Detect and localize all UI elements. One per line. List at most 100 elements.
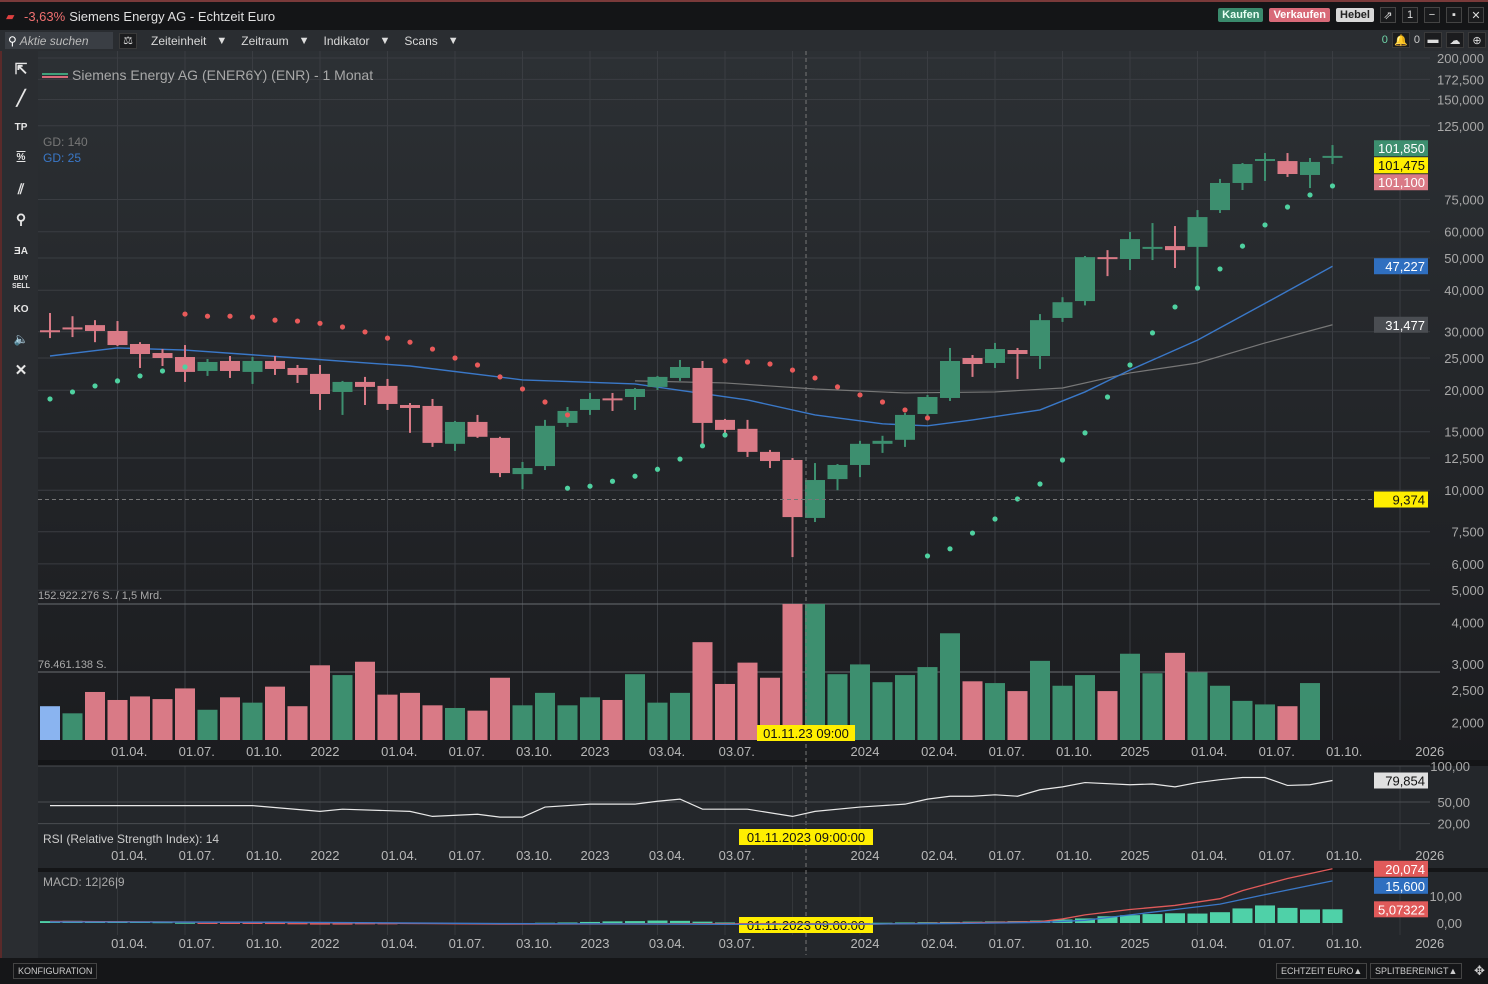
text-tool[interactable]: ƎA — [14, 246, 28, 257]
app-logo-icon: ▰ — [6, 11, 15, 23]
sar-dot — [407, 339, 413, 345]
macd-histogram-bar — [1322, 909, 1343, 923]
scans-dropdown[interactable]: Scans ▼ — [404, 34, 458, 48]
candle-body — [220, 360, 240, 371]
buy-button[interactable]: Kaufen — [1218, 8, 1264, 22]
sar-dot — [114, 378, 121, 384]
window-count[interactable]: 1 — [1402, 7, 1418, 23]
x-tick: 01.07. — [1259, 936, 1295, 951]
volume-bar — [1187, 672, 1208, 740]
x-tick: 03.10. — [516, 744, 552, 759]
volume-bar — [310, 665, 330, 740]
close-icon[interactable]: ✕ — [1468, 7, 1484, 23]
minimize-icon[interactable]: − — [1424, 7, 1440, 23]
maximize-icon[interactable]: ▪ — [1446, 7, 1462, 23]
sar-dot — [902, 407, 908, 413]
zoom-icon[interactable]: ⚲ — [15, 211, 27, 227]
candle-body — [715, 419, 735, 430]
price-badge — [1374, 140, 1428, 157]
volume-bar — [1165, 652, 1185, 740]
price-tick: 2,000 — [1451, 715, 1484, 730]
volume-bar — [782, 603, 803, 740]
split-adjusted-button[interactable]: SPLITBEREINIGT▲ — [1370, 963, 1463, 979]
volume-bar — [512, 705, 533, 740]
price-panel-bg — [38, 51, 1488, 760]
sar-dot — [609, 478, 616, 484]
rsi-line — [50, 776, 1333, 818]
tp-tool[interactable]: TP — [14, 122, 28, 133]
volume-bar — [107, 699, 128, 740]
x-tick: 03.04. — [649, 848, 685, 863]
macd-histogram-bar — [287, 923, 308, 925]
price-tick: 125,000 — [1437, 119, 1484, 134]
volume-bar — [670, 692, 690, 740]
period-dropdown[interactable]: Zeitraum ▼ — [241, 34, 309, 48]
sar-dot — [362, 329, 368, 335]
x-tick: 01.10. — [1326, 936, 1362, 951]
candle-body — [535, 425, 555, 467]
sell-button[interactable]: Verkaufen — [1269, 8, 1331, 22]
sar-dot — [519, 386, 526, 392]
price-tick: 30,000 — [1444, 325, 1484, 340]
crosshair-select-icon[interactable]: ⇱ — [14, 61, 28, 78]
volume-bar — [197, 709, 218, 740]
delete-icon[interactable]: ✕ — [14, 362, 28, 379]
speaker-icon[interactable]: 🔈 — [13, 332, 29, 346]
x-tick: 03.10. — [516, 848, 552, 863]
sar-dot — [857, 392, 863, 398]
scans-label: Scans — [404, 33, 438, 48]
ko-tool[interactable]: KO — [13, 304, 29, 315]
realtime-euro-button[interactable]: ECHTZEIT EURO▲ — [1276, 963, 1368, 979]
ma140-label: GD: 140 — [43, 135, 88, 149]
buy-sell-tool[interactable]: BUY SELL — [12, 275, 30, 290]
x-tick: 01.04. — [1191, 848, 1227, 863]
alerts-count: 0 — [1381, 34, 1388, 46]
sar-dot — [789, 367, 796, 373]
price-tick: 172,500 — [1437, 72, 1484, 87]
x-tick: 2022 — [311, 848, 340, 863]
sar-dot — [249, 314, 256, 320]
sar-dot — [564, 485, 571, 491]
sar-dot — [1037, 481, 1043, 487]
sar-dot — [722, 432, 728, 438]
search-input[interactable]: ⚲ Aktie suchen — [5, 32, 113, 49]
timeunit-dropdown[interactable]: Zeiteinheit ▼ — [151, 34, 227, 48]
volume-bar — [1277, 706, 1298, 740]
parallel-lines-icon[interactable]: ⫽ — [17, 181, 25, 197]
bell-icon[interactable]: 🔔 — [1391, 32, 1410, 48]
volume-bar — [377, 694, 398, 740]
volume-bar — [535, 692, 555, 740]
add-icon[interactable]: ⊕ — [1468, 32, 1486, 48]
x-tick: 01.04. — [381, 936, 417, 951]
crosshair-date-badge — [757, 725, 855, 741]
macd-histogram-bar — [310, 923, 330, 925]
crosshair-date-label: 01.11.2023 09:00:00 — [747, 918, 865, 933]
x-tick: 01.10. — [1326, 744, 1362, 759]
volume-bar — [850, 664, 870, 740]
move-icon[interactable]: ✥ — [1474, 963, 1485, 978]
sar-dot — [69, 389, 76, 395]
indicator-dropdown[interactable]: Indikator ▼ — [324, 34, 391, 48]
config-button[interactable]: KONFIGURATION — [13, 963, 98, 979]
crosshair-date-badge — [739, 829, 873, 845]
sar-dot — [632, 473, 638, 479]
percent-tool[interactable]: % — [16, 152, 26, 163]
candle-body — [107, 330, 128, 346]
x-tick: 01.07. — [449, 744, 485, 759]
popout-icon[interactable]: ⇗ — [1380, 7, 1396, 23]
leverage-button[interactable]: Hebel — [1336, 8, 1374, 22]
volume-bar — [580, 697, 600, 740]
line-tool-icon[interactable]: ╱ — [16, 90, 26, 107]
candle-body — [512, 468, 533, 475]
indicator-label: Indikator — [323, 33, 370, 48]
ma140-line — [634, 324, 1333, 394]
x-tick: 2024 — [851, 848, 880, 863]
panel-divider — [38, 760, 1488, 766]
price-tick: 3,000 — [1451, 657, 1484, 672]
sar-dot — [182, 364, 188, 370]
price-badge — [1374, 174, 1428, 191]
compare-scale-icon[interactable]: ⚖ — [119, 32, 137, 49]
cloud-upload-icon[interactable]: ☁ — [1446, 32, 1464, 48]
folder-icon[interactable]: ▬ — [1424, 32, 1442, 48]
